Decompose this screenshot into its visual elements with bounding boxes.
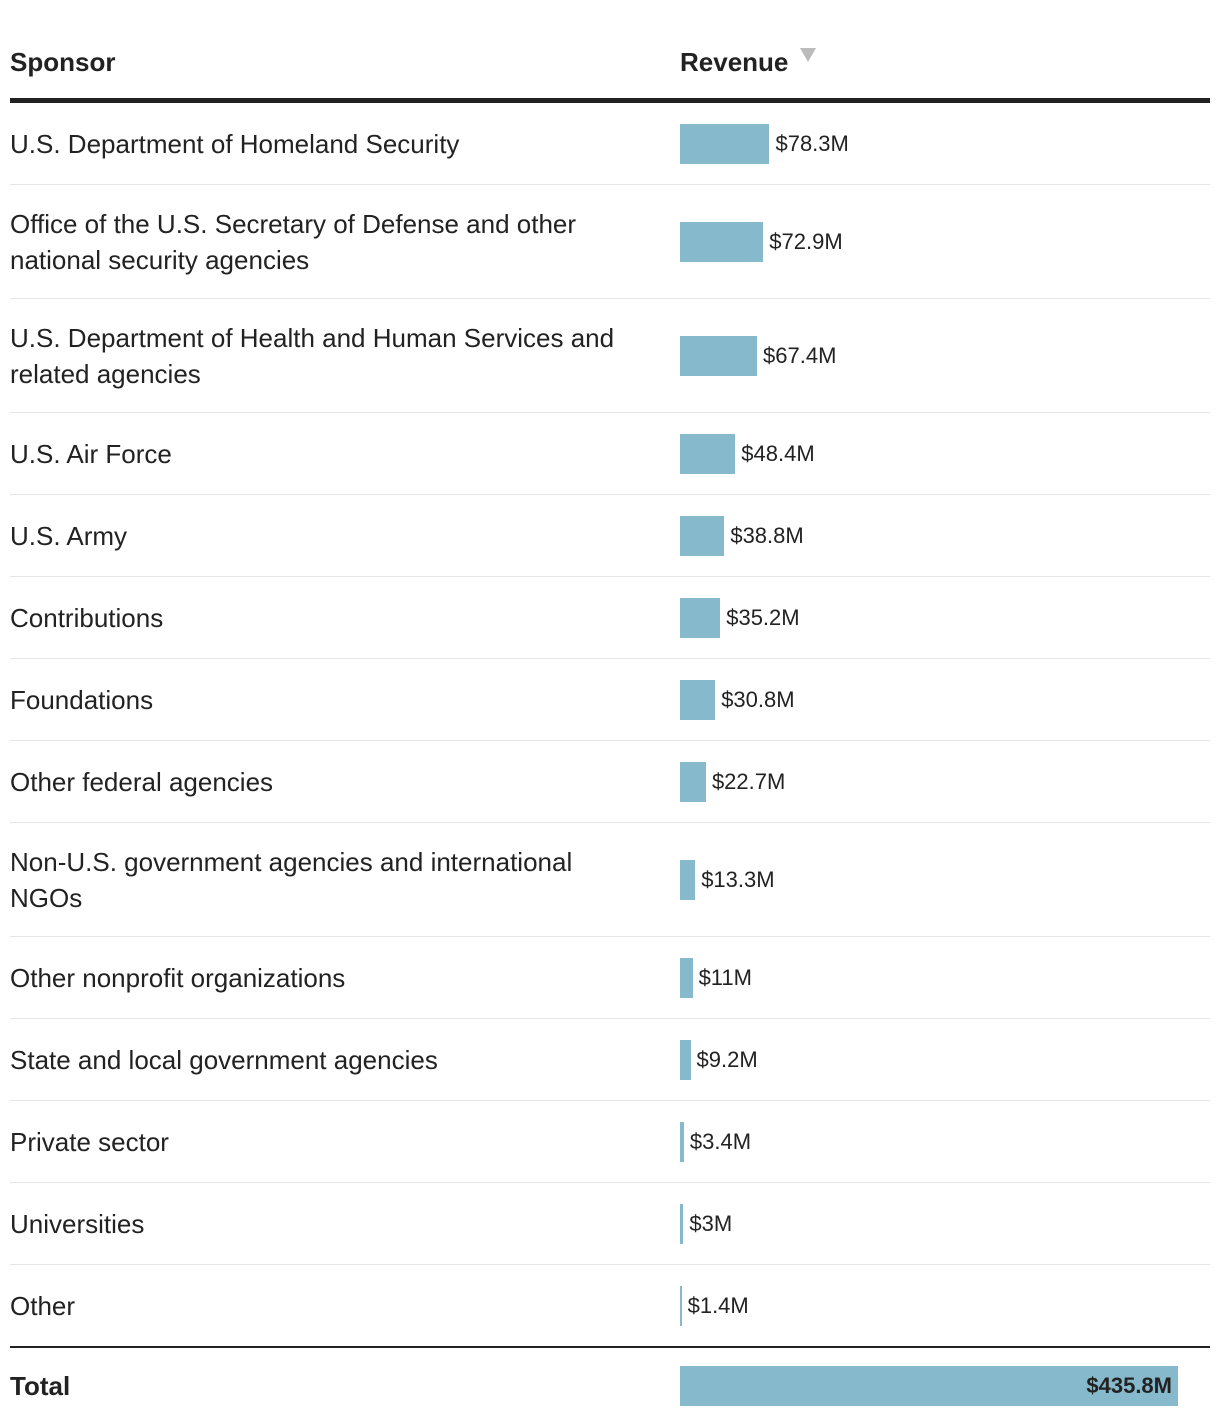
sponsor-label: Other: [10, 1291, 76, 1321]
revenue-cell: $9.2M: [680, 1040, 1210, 1080]
revenue-cell: $13.3M: [680, 860, 1210, 900]
sponsor-cell: U.S. Department of Health and Human Serv…: [10, 320, 680, 392]
value-label: $38.8M: [730, 523, 804, 548]
bar: [680, 1122, 684, 1162]
sponsor-label: U.S. Air Force: [10, 439, 172, 469]
sponsor-label: U.S. Department of Health and Human Serv…: [10, 323, 615, 389]
sponsor-cell: Other nonprofit organizations: [10, 960, 680, 996]
revenue-cell: $72.9M: [680, 222, 1210, 262]
bar: [680, 860, 696, 900]
value-label: $48.4M: [741, 441, 815, 466]
sponsor-cell: Universities: [10, 1206, 680, 1242]
row: U.S. Department of Health and Human Serv…: [10, 299, 1210, 413]
value-label: $3M: [689, 1211, 733, 1236]
bar: [680, 336, 758, 376]
sponsor-cell: U.S. Air Force: [10, 436, 680, 472]
row: U.S. Army $38.8M: [10, 495, 1210, 577]
total-label: Total: [10, 1370, 71, 1401]
sponsor-cell: U.S. Army: [10, 518, 680, 554]
column-header[interactable]: Sponsor: [10, 47, 116, 77]
revenue-cell: $3.4M: [680, 1122, 1210, 1162]
sponsor-cell: Other federal agencies: [10, 764, 680, 800]
value-label: $11M: [698, 965, 752, 990]
revenue-cell: $3M: [680, 1204, 1210, 1244]
row: Other federal agencies $22.7M: [10, 741, 1210, 823]
total-cell: $435.8M: [680, 1366, 1210, 1406]
value-label: $13.3M: [701, 867, 775, 892]
bar: [680, 434, 736, 474]
value-label: $3.4M: [689, 1129, 752, 1154]
bar: [680, 598, 721, 638]
sponsor-label: Other federal agencies: [10, 767, 274, 797]
sponsor-label: Office of the U.S. Secretary of Defense …: [10, 209, 577, 275]
sponsor-label: State and local government agencies: [10, 1045, 438, 1075]
row: State and local government agencies $9.2M: [10, 1019, 1210, 1101]
sponsor-cell: Contributions: [10, 600, 680, 636]
value-label: $35.2M: [726, 605, 800, 630]
sponsor-label: Private sector: [10, 1127, 169, 1157]
bar: [680, 124, 770, 164]
revenue-cell: $35.2M: [680, 598, 1210, 638]
bar: [680, 958, 693, 998]
sponsor-cell: Private sector: [10, 1124, 680, 1160]
bar: [680, 1040, 691, 1080]
sort-icon[interactable]: [800, 47, 817, 62]
row: Private sector $3.4M: [10, 1101, 1210, 1183]
value-label: $22.7M: [711, 769, 786, 794]
value-label: $30.8M: [721, 687, 795, 712]
sponsor-cell: Office of the U.S. Secretary of Defense …: [10, 206, 680, 278]
header-row: Sponsor Revenue: [10, 0, 1210, 103]
bar: [680, 222, 764, 262]
column-header[interactable]: Revenue: [680, 47, 789, 77]
table: Sponsor Revenue U.S. Department of Homel…: [10, 0, 1210, 1424]
page: Sponsor Revenue U.S. Department of Homel…: [10, 47, 1210, 1406]
row: Office of the U.S. Secretary of Defense …: [10, 185, 1210, 299]
value-label: $9.2M: [696, 1047, 758, 1072]
sponsor-cell: Non-U.S. government agencies and interna…: [10, 844, 680, 916]
sponsor-label: Contributions: [10, 603, 164, 633]
row: Other $1.4M: [10, 1265, 1210, 1347]
sponsor-label: Foundations: [10, 685, 154, 715]
row: Universities $3M: [10, 1183, 1210, 1265]
value-label: $1.4M: [687, 1293, 749, 1318]
revenue-cell: $67.4M: [680, 336, 1210, 376]
sponsor-label: Universities: [10, 1209, 145, 1239]
row: Other nonprofit organizations $11M: [10, 937, 1210, 1019]
total-bar: $435.8M: [680, 1366, 1178, 1406]
revenue-cell: $38.8M: [680, 516, 1210, 556]
sponsor-label: U.S. Department of Homeland Security: [10, 129, 460, 159]
revenue-cell: $11M: [680, 958, 1210, 998]
total-value-label: $435.8M: [1086, 1373, 1172, 1398]
sponsor-label: Other nonprofit organizations: [10, 963, 346, 993]
row: Non-U.S. government agencies and interna…: [10, 823, 1210, 937]
sponsor-cell: Foundations: [10, 682, 680, 718]
sponsor-cell: State and local government agencies: [10, 1042, 680, 1078]
value-label: $78.3M: [775, 131, 849, 156]
bar: [680, 1286, 682, 1326]
value-label: $67.4M: [763, 343, 837, 368]
revenue-cell: $48.4M: [680, 434, 1210, 474]
rows: U.S. Department of Homeland Security $78.…: [10, 103, 1210, 1347]
row: U.S. Department of Homeland Security $78.…: [10, 103, 1210, 185]
bar: [680, 516, 725, 556]
revenue-cell: $22.7M: [680, 762, 1210, 802]
sponsor-cell: Other: [10, 1288, 680, 1324]
sponsor-label: Non-U.S. government agencies and interna…: [10, 847, 573, 913]
row: Foundations $30.8M: [10, 659, 1210, 741]
sponsor-label: U.S. Army: [10, 521, 128, 551]
bar: [680, 680, 716, 720]
bar: [680, 762, 706, 802]
revenue-cell: $78.3M: [680, 124, 1210, 164]
total-row: Total $435.8M: [10, 1346, 1210, 1424]
row: Contributions $35.2M: [10, 577, 1210, 659]
row: U.S. Air Force $48.4M: [10, 413, 1210, 495]
sponsor-cell: U.S. Department of Homeland Security: [10, 126, 680, 162]
column-header-cell[interactable]: Revenue: [680, 47, 1210, 98]
revenue-cell: $30.8M: [680, 680, 1210, 720]
bar: [680, 1204, 684, 1244]
revenue-cell: $1.4M: [680, 1286, 1210, 1326]
value-label: $72.9M: [769, 229, 843, 254]
